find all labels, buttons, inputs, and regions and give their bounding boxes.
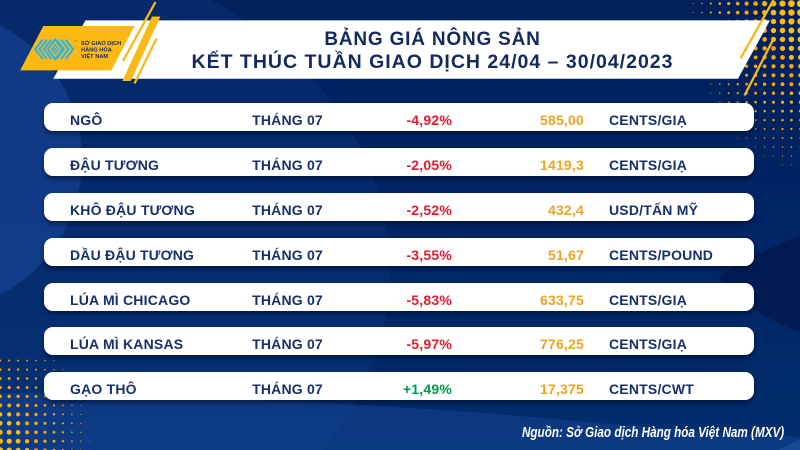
svg-text:VIỆT NAM: VIỆT NAM (81, 52, 108, 60)
svg-text:TM: TM (74, 39, 79, 43)
svg-text:HÀNG HÓA: HÀNG HÓA (81, 45, 112, 53)
svg-text:SỞ GIAO DỊCH: SỞ GIAO DỊCH (81, 40, 121, 47)
